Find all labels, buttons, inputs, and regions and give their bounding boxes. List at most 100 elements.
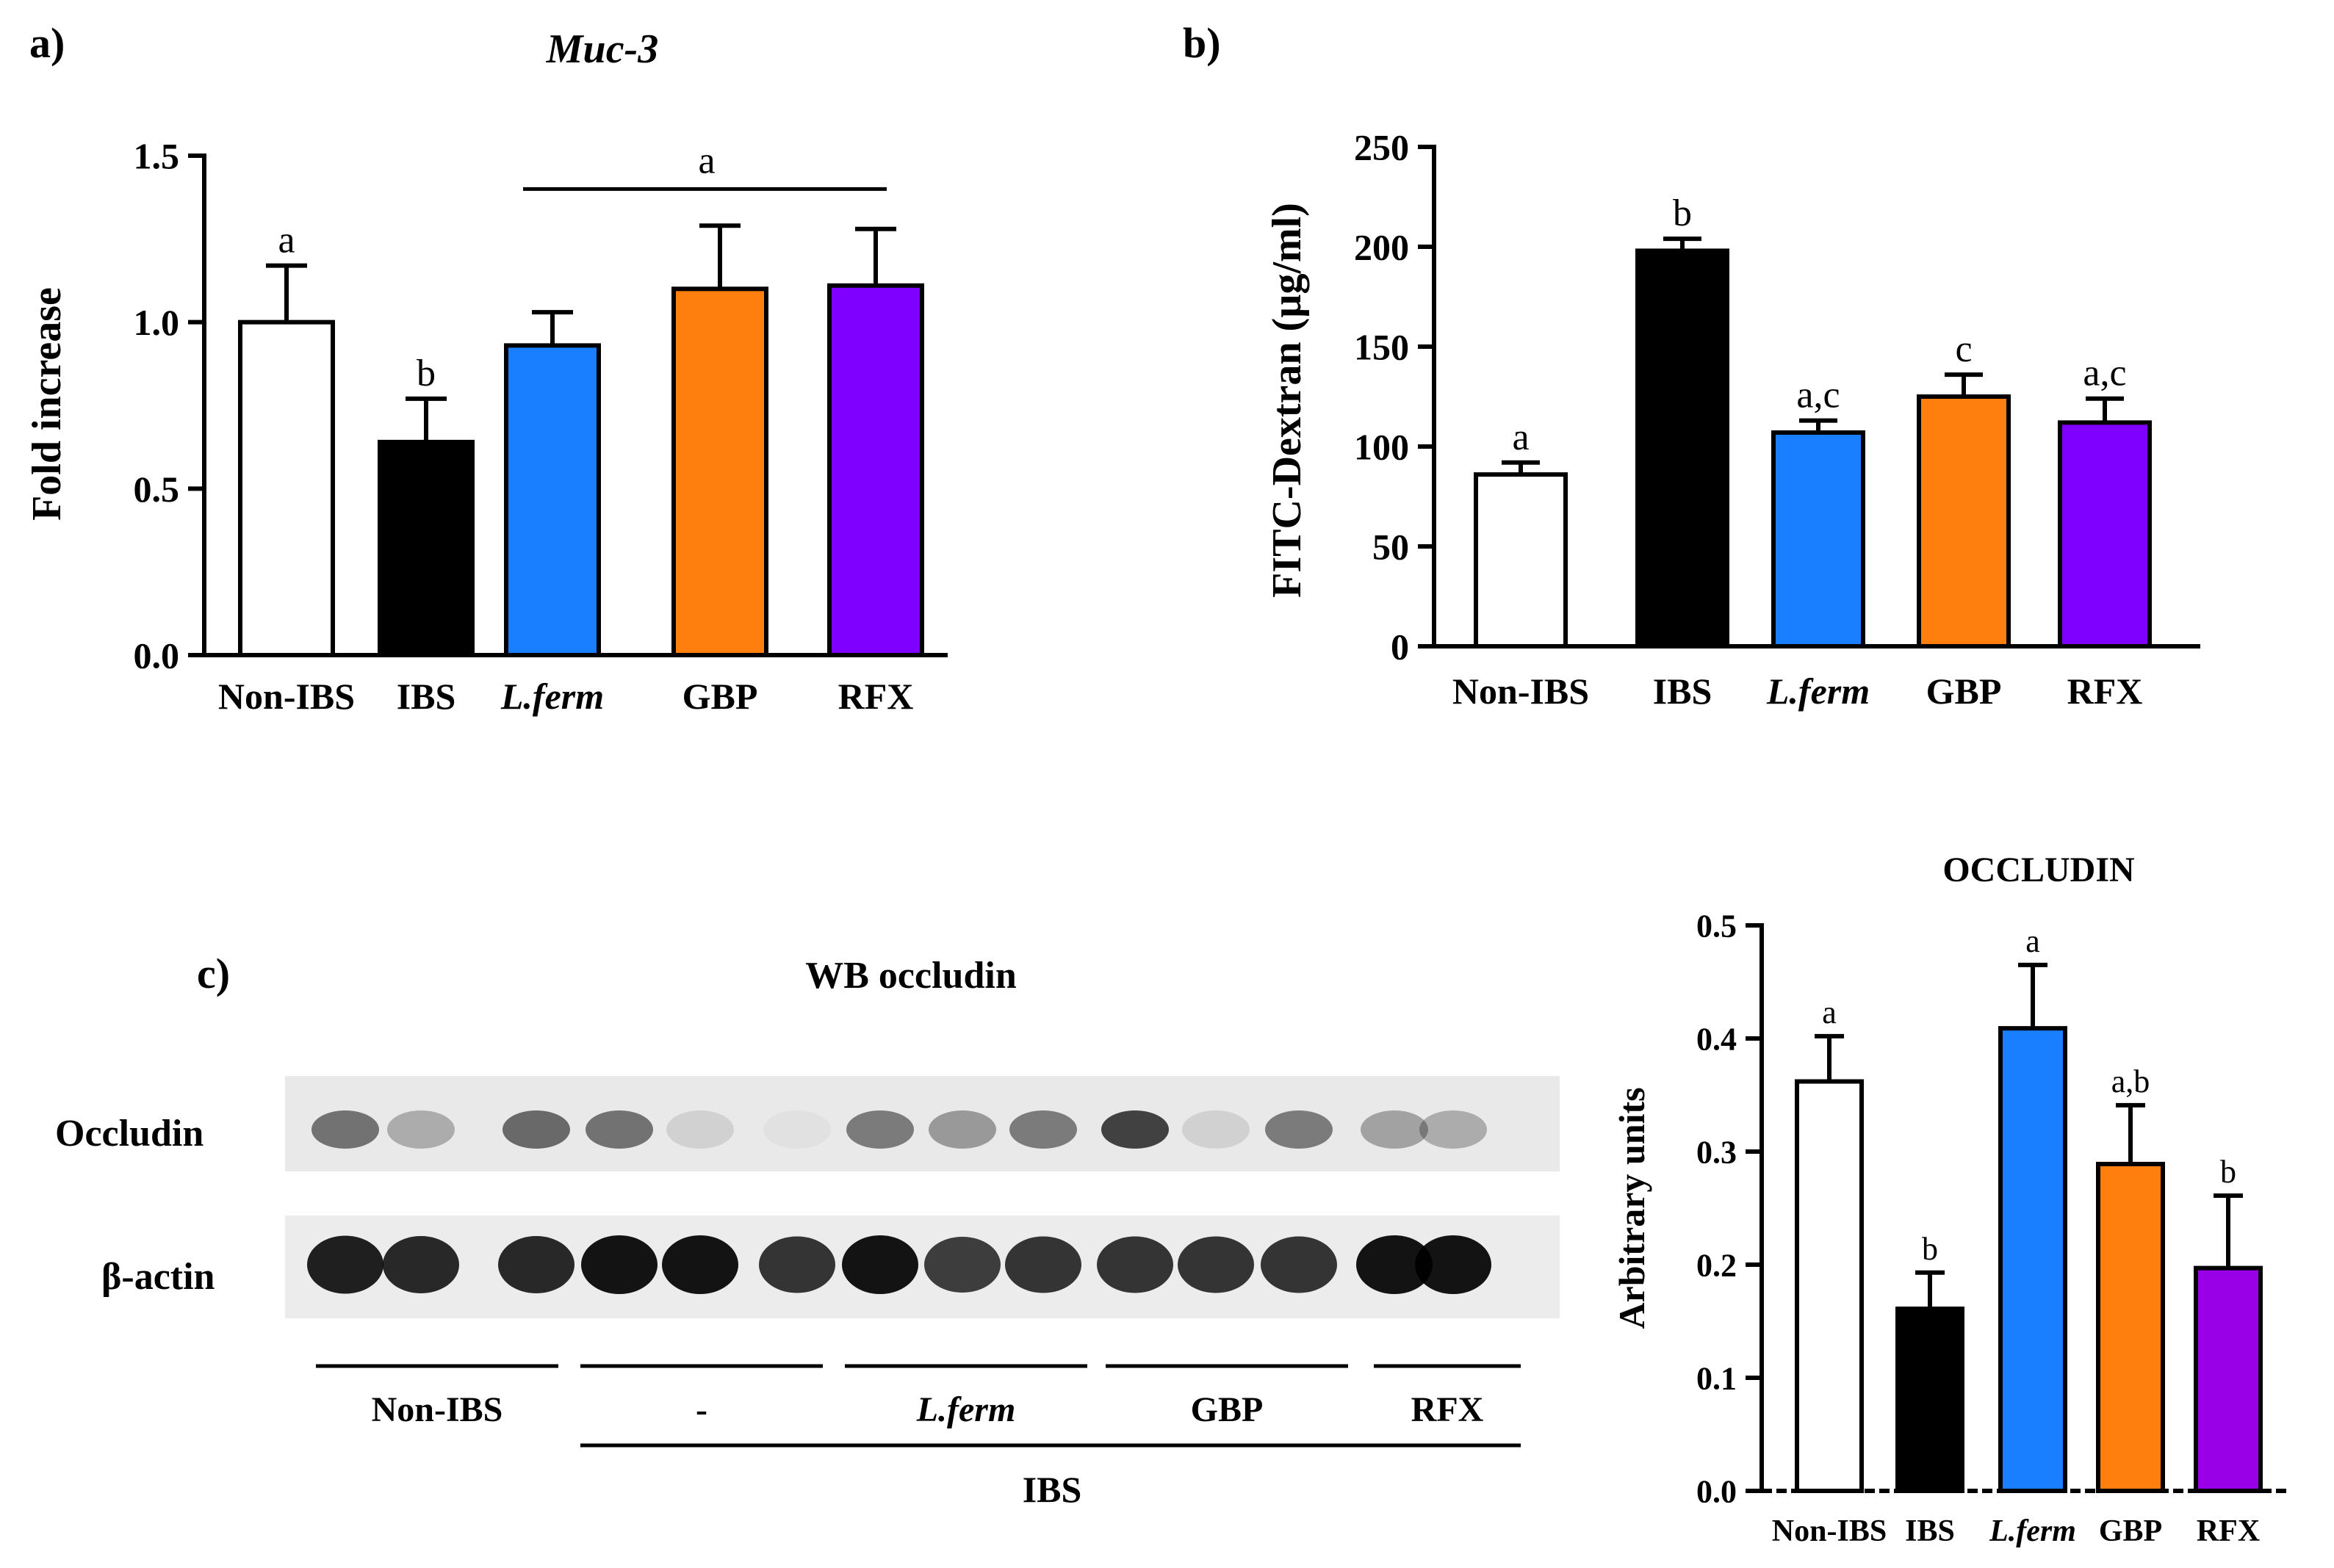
panel-b-label: b) [1183,19,1221,67]
actin-membrane [285,1215,1560,1318]
bar-rfx [2194,1265,2263,1493]
panel-c-label: c) [197,950,230,997]
y-axis-label: Fold increase [24,287,70,521]
y-tick-label: 0.5 [1696,908,1737,944]
bar-rfx [827,283,924,657]
actin-band [924,1237,1001,1293]
panel-a-label: a) [29,19,65,67]
occludin-band [1419,1110,1487,1149]
y-tick-label: 1.5 [134,136,180,177]
wb-group-label: GBP [1191,1390,1264,1429]
x-tick-label: IBS [1905,1514,1955,1548]
y-axis-label: FITC-Dextran (µg/ml) [1264,203,1310,598]
significance-letter: c [1955,328,1972,370]
occludin-band [311,1110,379,1149]
x-tick-label: GBP [682,676,758,717]
y-tick-label: 0.0 [134,635,180,676]
chart-title: OCCLUDIN [1942,850,2135,889]
actin-band [383,1236,459,1293]
wb-group-label: - [696,1390,707,1429]
actin-band [498,1236,575,1293]
x-tick-label: Non-IBS [218,676,355,717]
actin-band [842,1235,918,1294]
y-tick-label: 50 [1372,527,1409,568]
actin-band [1415,1235,1491,1294]
significance-letter: b [2220,1154,2236,1190]
y-tick-label: 150 [1354,327,1409,368]
actin-band [1356,1235,1433,1294]
occludin-band [929,1110,996,1149]
bar-nonibs [1795,1079,1864,1493]
significance-letter: a [278,220,295,261]
chart-fitc-dextran: FITC-Dextran (µg/ml) 0 50 100 150 200 250 Non… [1264,127,2200,712]
y-tick-label: 0.1 [1696,1360,1737,1396]
bar-nonibs [238,319,335,657]
x-tick-label: L.ferm [1989,1514,2076,1548]
y-tick-label: 0 [1391,626,1409,668]
x-tick-label: RFX [2067,671,2143,712]
x-tick-label: Non-IBS [1452,671,1589,712]
significance-letter: b [1673,192,1692,234]
occludin-band [1009,1110,1077,1149]
y-tick-label: 200 [1354,227,1409,268]
y-tick-label: 100 [1354,427,1409,468]
chart-occludin: OCCLUDIN Arbitrary units 0.0 0.1 0.2 0.3 0.4… [1611,850,2288,1548]
occludin-band [846,1110,914,1149]
chart-muc3: Muc-3 Fold increase 0.0 0.5 1.0 1.5 Non-IBS… [24,26,948,717]
actin-band [581,1235,658,1294]
y-axis-label: Arbitrary units [1611,1087,1652,1329]
bar-nonibs [1474,472,1568,649]
wb-title: WB occludin [805,955,1017,997]
significance-letter: a,b [2111,1063,2150,1099]
significance-letter: a [1822,994,1837,1030]
actin-band [759,1236,835,1293]
bar-ibs [378,439,475,657]
y-tick-label: 1.0 [134,302,180,343]
occludin-band [1361,1110,1428,1149]
occludin-band [1182,1110,1250,1149]
y-tick-label: 0.0 [1696,1473,1737,1509]
occludin-membrane [285,1076,1560,1171]
wb-row-occludin: Occludin [55,1113,203,1155]
occludin-band [387,1110,455,1149]
bar-gbp [2096,1161,2165,1493]
significance-letter: a [2025,923,2040,959]
wb-group-label: RFX [1411,1390,1484,1429]
x-tick-label: Non-IBS [1772,1514,1887,1548]
wb-group-label: L.ferm [916,1390,1016,1429]
bar-lferm [1998,1026,2067,1493]
actin-band [1178,1236,1254,1293]
significance-letter: b [1922,1231,1938,1267]
occludin-band [1265,1110,1333,1149]
occludin-band [666,1110,734,1149]
x-tick-label: L.ferm [500,676,604,717]
wb-group-label: Non-IBS [372,1390,503,1429]
x-tick-label: IBS [1653,671,1712,712]
y-tick-label: 0.5 [134,469,180,510]
x-tick-label: L.ferm [1766,671,1870,712]
bar-lferm [1771,430,1865,649]
significance-letter: b [417,353,436,394]
x-tick-label: RFX [838,676,914,717]
x-tick-label: RFX [2197,1514,2260,1548]
y-tick-label: 250 [1354,127,1409,168]
bar-gbp [671,286,768,657]
y-tick-label: 0.4 [1696,1021,1737,1057]
occludin-band [586,1110,653,1149]
wb-row-actin: β-actin [101,1256,215,1298]
occludin-band [1101,1110,1169,1149]
x-tick-label: GBP [2099,1514,2162,1548]
occludin-band [763,1110,831,1149]
bar-ibs [1895,1307,1964,1494]
bar-ibs [1635,248,1729,648]
x-tick-label: GBP [1926,671,2002,712]
western-blot: WB occludin Occludin β-actin Non-IBS - L.f… [55,955,1560,1510]
bar-rfx [2058,420,2152,648]
actin-band [662,1235,738,1294]
significance-letter: a,c [2083,353,2126,394]
significance-letter: a [1512,416,1529,458]
actin-band [307,1235,383,1294]
bar-gbp [1917,394,2011,648]
y-tick-label: 0.3 [1696,1134,1737,1170]
